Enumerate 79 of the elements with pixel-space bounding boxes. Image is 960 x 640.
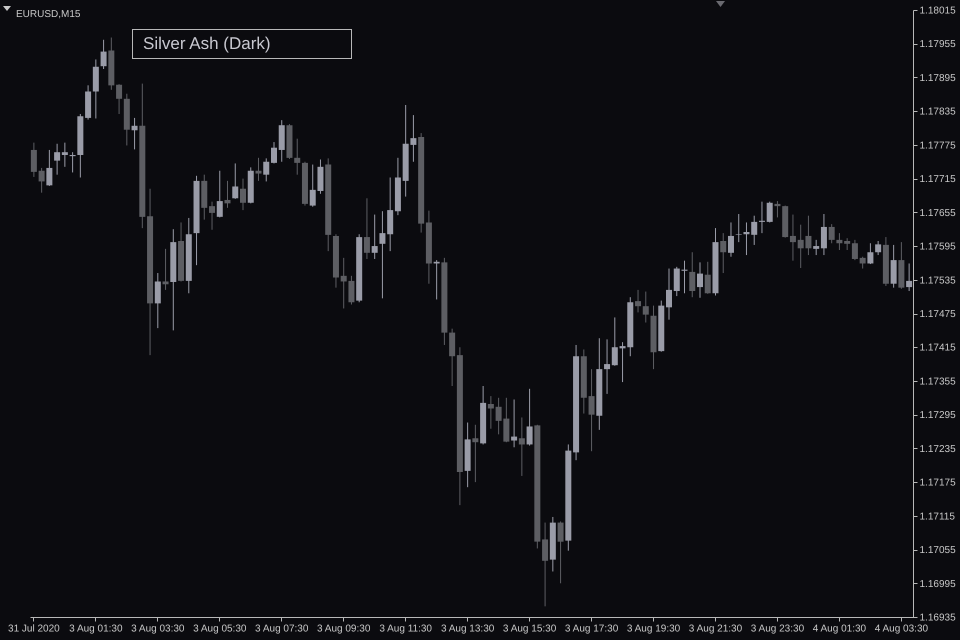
candlestick: [828, 224, 835, 244]
candlestick: [224, 180, 231, 208]
x-tick-label: 4 Aug 01:30: [812, 624, 867, 634]
candlestick: [890, 244, 897, 288]
x-tick-label: 3 Aug 21:30: [688, 624, 743, 634]
y-tick-label: 1.17895: [920, 72, 956, 84]
y-tick-label: 1.18015: [920, 6, 956, 16]
x-tick-label: 3 Aug 09:30: [317, 624, 371, 634]
x-tick-label: 4 Aug 03:30: [874, 624, 929, 634]
y-tick-label: 1.17775: [920, 140, 956, 152]
candlestick: [62, 142, 68, 168]
y-tick-label: 1.17175: [920, 478, 956, 489]
y-tick-label: 1.17955: [920, 39, 956, 50]
candlestick: [558, 520, 564, 584]
candlestick: [348, 275, 354, 306]
y-tick-label: 1.17055: [920, 545, 956, 556]
y-tick-label: 1.17235: [920, 444, 956, 455]
y-tick-label: 1.17595: [920, 242, 956, 253]
x-tick-label: 3 Aug 11:30: [379, 624, 432, 634]
candlestick: [635, 289, 642, 313]
candlestick: [255, 157, 262, 182]
y-tick-label: 1.17655: [920, 208, 956, 219]
x-tick-label: 3 Aug 15:30: [502, 624, 557, 634]
candlestick: [526, 388, 533, 446]
candlestick: [434, 260, 440, 300]
y-tick-label: 1.17715: [920, 174, 956, 186]
candlestick: [906, 262, 912, 292]
candlestick: [232, 162, 238, 200]
candlestick: [216, 170, 223, 218]
candlestick: [805, 215, 812, 256]
x-tick-label: 3 Aug 07:30: [255, 624, 309, 634]
x-tick-label: 3 Aug 17:30: [564, 624, 619, 634]
x-tick-label: 31 Jul 2020: [8, 624, 60, 634]
y-tick-label: 1.17415: [920, 342, 956, 354]
x-tick-label: 3 Aug 19:30: [626, 624, 681, 634]
chart-title: EURUSD,M15: [16, 9, 81, 20]
y-tick-label: 1.17835: [920, 106, 956, 118]
x-tick-label: 3 Aug 03:30: [131, 624, 185, 634]
y-tick-label: 1.17475: [920, 309, 956, 320]
candlestick: [813, 239, 820, 256]
candlestick: [310, 164, 316, 208]
y-tick-label: 1.16995: [920, 578, 956, 590]
candlestick: [162, 248, 169, 290]
candlestick: [449, 328, 456, 387]
y-tick-label: 1.17295: [920, 410, 956, 422]
candlestick: [604, 338, 610, 394]
candlestick: [263, 158, 270, 182]
x-tick-label: 3 Aug 05:30: [193, 624, 247, 634]
annotation: Silver Ash (Dark): [132, 29, 352, 59]
candlestick: [736, 214, 742, 243]
candlestick: [132, 117, 138, 150]
y-tick-label: 1.16935: [920, 612, 956, 624]
candlestick: [46, 149, 52, 186]
candlestick: [364, 198, 370, 260]
candlestick: [511, 398, 518, 448]
candlestick: [704, 261, 711, 294]
candlestick: [372, 214, 378, 260]
y-tick-label: 1.17355: [920, 376, 956, 388]
candlestick: [54, 143, 60, 176]
candlestick: [294, 138, 300, 176]
x-tick-label: 3 Aug 13:30: [440, 624, 495, 634]
candlestick: [410, 114, 416, 162]
candlestick: [154, 272, 161, 329]
candlestick: [642, 291, 649, 323]
candlestick: [503, 397, 510, 443]
candlestick: [100, 39, 107, 70]
candlestick: [720, 232, 726, 274]
candlestick: [728, 222, 734, 258]
x-tick-label: 3 Aug 23:30: [750, 624, 805, 634]
candlestick: [689, 252, 696, 298]
candlestick: [696, 262, 703, 298]
candlestick: [867, 242, 874, 265]
y-tick-label: 1.17115: [920, 511, 956, 522]
candlestick: [240, 178, 246, 211]
candlestick: [518, 416, 525, 476]
y-tick-label: 1.17535: [920, 275, 956, 286]
x-tick-label: 3 Aug 01:30: [69, 624, 123, 634]
candlestick: [875, 240, 882, 256]
candlestick: [820, 214, 827, 256]
